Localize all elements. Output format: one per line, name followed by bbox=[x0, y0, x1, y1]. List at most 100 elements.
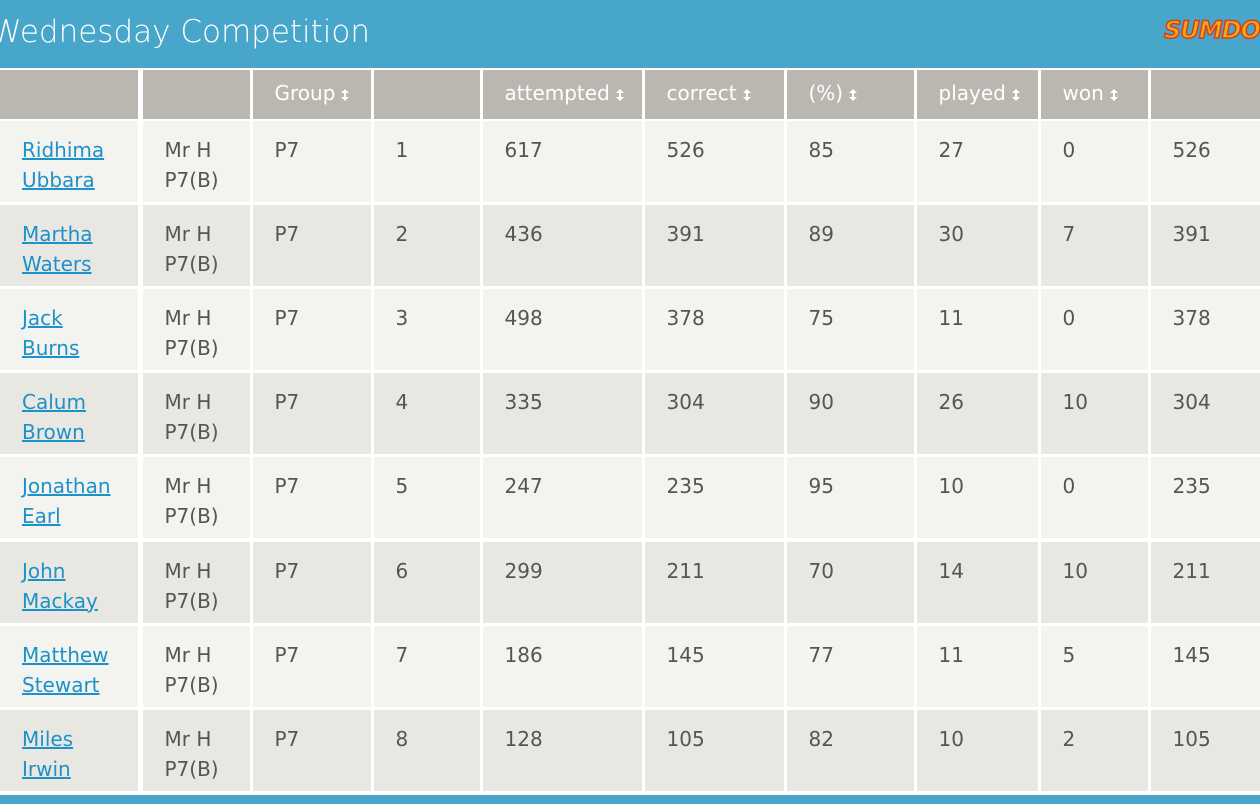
cell-text: P7 bbox=[274, 137, 300, 162]
cell-text: 186 bbox=[504, 642, 543, 667]
cell-text: 11 bbox=[938, 642, 964, 667]
header-cell[interactable]: correct bbox=[644, 70, 784, 119]
header-cell bbox=[0, 70, 138, 119]
table-cell: P7 bbox=[252, 541, 371, 623]
cell-text: Mr H P7(B) bbox=[164, 305, 219, 360]
cell-text: P7 bbox=[274, 726, 300, 751]
table-cell: 82 bbox=[786, 709, 914, 792]
cell-text: 89 bbox=[808, 221, 834, 246]
cell-text: 378 bbox=[666, 305, 705, 330]
cell-text: 95 bbox=[808, 474, 834, 499]
table-cell: 30 bbox=[916, 204, 1038, 286]
table-cell: 526 bbox=[1150, 120, 1260, 202]
table-cell: 235 bbox=[1150, 457, 1260, 539]
cell-text: 7 bbox=[1062, 221, 1076, 246]
header-cell[interactable]: played bbox=[916, 70, 1038, 119]
cell-text: 0 bbox=[1062, 305, 1076, 330]
header-cell[interactable]: (%) bbox=[786, 70, 914, 119]
table-cell: 335 bbox=[482, 373, 642, 455]
header-cell[interactable]: attempted bbox=[482, 70, 642, 119]
cell-text: 304 bbox=[666, 390, 705, 415]
table-cell: 10 bbox=[1040, 373, 1148, 455]
cell-text: 105 bbox=[1172, 726, 1211, 751]
table-cell: 436 bbox=[482, 204, 642, 286]
cell-text: 75 bbox=[808, 305, 834, 330]
cell-text: 10 bbox=[938, 726, 964, 751]
player-link[interactable]: Jonathan Earl bbox=[22, 474, 111, 529]
table-cell: P7 bbox=[252, 457, 371, 539]
header-label[interactable]: won bbox=[1062, 81, 1104, 105]
table-cell: P7 bbox=[252, 120, 371, 202]
cell-text: 11 bbox=[938, 305, 964, 330]
table-cell: 7 bbox=[1040, 204, 1148, 286]
cell-text: 436 bbox=[504, 221, 543, 246]
cell-text: 1 bbox=[395, 137, 409, 162]
cell-text: 526 bbox=[1172, 137, 1211, 162]
sort-icon[interactable] bbox=[615, 88, 624, 101]
sort-icon[interactable] bbox=[341, 88, 350, 101]
cell-text: 26 bbox=[938, 390, 964, 415]
table-cell: Mr H P7(B) bbox=[142, 541, 250, 623]
header-label[interactable]: correct bbox=[666, 81, 737, 105]
cell-text: 235 bbox=[1172, 474, 1211, 499]
sort-icon[interactable] bbox=[1011, 88, 1020, 101]
cell-text: 6 bbox=[395, 558, 409, 583]
table-cell: 145 bbox=[644, 625, 784, 707]
cell-text: 235 bbox=[666, 474, 705, 499]
player-link[interactable]: Miles Irwin bbox=[22, 726, 74, 781]
cell-text: P7 bbox=[274, 474, 300, 499]
header-label[interactable]: (%) bbox=[808, 81, 844, 105]
cell-text: Mr H P7(B) bbox=[164, 558, 219, 613]
header-label[interactable]: played bbox=[938, 81, 1006, 105]
sort-icon[interactable] bbox=[1109, 88, 1118, 101]
table-cell: Martha Waters bbox=[0, 204, 138, 286]
cell-text: Mr H P7(B) bbox=[164, 474, 219, 529]
bottom-bar bbox=[0, 795, 1260, 804]
cell-text: 70 bbox=[808, 558, 834, 583]
table-cell: 247 bbox=[482, 457, 642, 539]
cell-text: 247 bbox=[504, 474, 543, 499]
cell-text: 8 bbox=[395, 726, 409, 751]
cell-text: 617 bbox=[504, 137, 543, 162]
player-link[interactable]: Ridhima Ubbara bbox=[22, 137, 105, 192]
sort-icon[interactable] bbox=[742, 88, 751, 101]
table-cell: 105 bbox=[1150, 709, 1260, 792]
player-link[interactable]: Martha Waters bbox=[22, 221, 93, 276]
cell-text: Mr H P7(B) bbox=[164, 221, 219, 276]
header-cell[interactable]: Group bbox=[252, 70, 371, 119]
cell-text: 0 bbox=[1062, 474, 1076, 499]
cell-text: 145 bbox=[666, 642, 705, 667]
header-cell[interactable]: won bbox=[1040, 70, 1148, 119]
cell-text: Mr H P7(B) bbox=[164, 137, 219, 192]
table-cell: 0 bbox=[1040, 457, 1148, 539]
page-title: Wednesday Competition bbox=[0, 14, 371, 50]
table-cell: 526 bbox=[644, 120, 784, 202]
cell-text: 82 bbox=[808, 726, 834, 751]
player-link[interactable]: Matthew Stewart bbox=[22, 642, 109, 697]
table-cell: 617 bbox=[482, 120, 642, 202]
table-cell: 128 bbox=[482, 709, 642, 792]
table-cell: Mr H P7(B) bbox=[142, 457, 250, 539]
cell-text: 335 bbox=[504, 390, 543, 415]
table-cell: 14 bbox=[916, 541, 1038, 623]
cell-text: 85 bbox=[808, 137, 834, 162]
table-cell: Mr H P7(B) bbox=[142, 373, 250, 455]
cell-text: 304 bbox=[1172, 390, 1211, 415]
header-label[interactable]: attempted bbox=[504, 81, 610, 105]
player-link[interactable]: John Mackay bbox=[22, 558, 98, 613]
cell-text: P7 bbox=[274, 305, 300, 330]
table-cell: Mr H P7(B) bbox=[142, 709, 250, 792]
table-cell: 211 bbox=[644, 541, 784, 623]
cell-text: P7 bbox=[274, 642, 300, 667]
table-cell: Jonathan Earl bbox=[0, 457, 138, 539]
sort-icon[interactable] bbox=[849, 88, 858, 101]
table-cell: 1 bbox=[373, 120, 480, 202]
player-link[interactable]: Jack Burns bbox=[22, 305, 80, 360]
header-label[interactable]: Group bbox=[274, 81, 336, 105]
player-link[interactable]: Calum Brown bbox=[22, 390, 86, 445]
table-cell: 378 bbox=[644, 288, 784, 371]
table-cell: 235 bbox=[644, 457, 784, 539]
table-cell: 95 bbox=[786, 457, 914, 539]
